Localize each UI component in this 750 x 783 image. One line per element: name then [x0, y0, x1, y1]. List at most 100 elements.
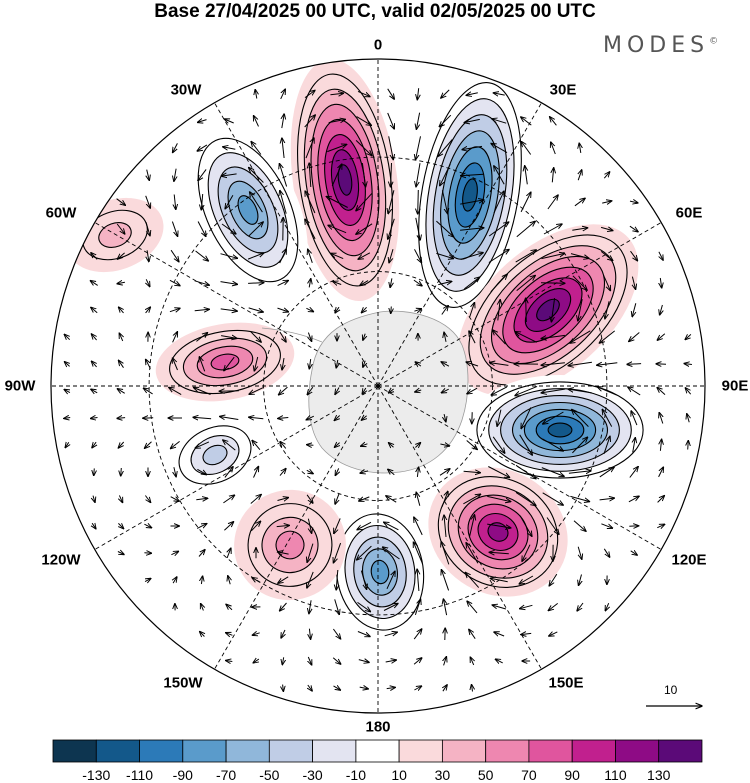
wind-vector	[64, 334, 71, 341]
wind-vector	[145, 441, 152, 449]
wind-vector	[308, 656, 311, 665]
wind-vector	[568, 389, 592, 394]
wind-vector	[492, 436, 505, 453]
colorbar-swatch	[312, 739, 357, 763]
wind-vector	[199, 357, 206, 372]
wind-vector	[601, 523, 612, 528]
wind-vector	[413, 658, 422, 665]
wind-vector	[277, 498, 289, 501]
wind-vector	[463, 277, 479, 290]
wind-vector	[541, 467, 564, 477]
wind-vector	[660, 277, 661, 288]
wind-vector	[224, 119, 234, 123]
wind-vector	[306, 416, 315, 420]
wind-vector	[599, 330, 616, 343]
wind-vector	[201, 193, 202, 210]
wind-vector	[360, 471, 369, 473]
wind-vector	[414, 599, 420, 616]
wind-vector	[336, 569, 338, 590]
wind-vector	[657, 496, 665, 503]
wind-vector	[305, 191, 316, 214]
wind-vector	[441, 542, 450, 565]
wind-vector	[495, 659, 503, 663]
wind-vector	[600, 227, 613, 230]
wind-vector	[146, 279, 150, 286]
wind-vector	[146, 359, 151, 369]
wind-vector	[444, 515, 446, 538]
wind-vector	[280, 602, 287, 611]
wind-vector	[605, 301, 610, 319]
wind-vector	[331, 253, 344, 260]
wind-vector	[250, 331, 261, 342]
wind-vector	[550, 117, 557, 126]
wind-vector	[466, 362, 479, 367]
colorbar-tick-label: -70	[215, 767, 237, 783]
longitude-label: 150W	[163, 674, 203, 692]
wind-vector	[388, 190, 395, 213]
wind-vector	[309, 600, 311, 613]
wind-vector	[494, 166, 505, 185]
wind-vector	[173, 358, 178, 371]
wind-vector	[197, 144, 208, 151]
wind-vector	[687, 414, 689, 423]
wind-vector	[466, 543, 479, 564]
wind-vector	[198, 169, 207, 180]
wind-vector	[685, 334, 692, 339]
wind-vector	[497, 409, 502, 427]
wind-vector	[541, 363, 565, 365]
wind-vector	[414, 309, 421, 311]
wind-vector	[198, 120, 207, 123]
wind-vector	[332, 628, 340, 639]
wind-vector	[359, 496, 370, 501]
wind-vector	[170, 441, 180, 448]
colorbar-tick-label: 130	[647, 767, 671, 783]
anomaly-pos-145w	[234, 489, 346, 601]
wind-vector	[309, 163, 311, 188]
wind-vector	[466, 440, 478, 450]
wind-vector	[441, 190, 447, 213]
wind-vector	[193, 417, 212, 418]
wind-vector	[516, 221, 535, 238]
wind-vector	[144, 495, 150, 503]
wind-vector	[599, 498, 615, 500]
wind-vector	[488, 222, 509, 237]
wind-vector	[305, 219, 316, 240]
wind-vector	[220, 253, 238, 259]
wind-vector	[685, 388, 692, 395]
wind-vector	[579, 574, 582, 586]
wind-vector	[65, 442, 69, 447]
wind-vector	[633, 438, 636, 453]
wind-vector	[145, 222, 150, 236]
wind-vector	[147, 250, 149, 261]
wind-vector	[357, 545, 372, 560]
anomaly-field	[66, 59, 655, 642]
wind-vector	[460, 253, 483, 260]
wind-vector	[391, 306, 392, 314]
wind-vector	[328, 225, 347, 234]
wind-vector	[277, 280, 289, 287]
wind-vector	[578, 546, 582, 560]
wind-vector	[283, 684, 284, 692]
longitude-label: 120E	[671, 551, 707, 569]
longitude-label: 180	[365, 718, 391, 736]
colorbar-tick-label: 10	[391, 767, 407, 783]
wind-vector	[418, 189, 419, 214]
wind-vector	[515, 385, 538, 395]
wind-vector	[572, 409, 589, 427]
wind-vector	[307, 571, 314, 588]
wind-vector	[333, 282, 342, 285]
wind-vector	[225, 194, 234, 209]
longitude-label: 120W	[41, 551, 81, 569]
wind-vector	[438, 139, 453, 157]
wind-vector	[441, 362, 450, 366]
wind-vector	[490, 578, 508, 583]
wind-vector	[361, 416, 366, 420]
wind-vector	[413, 279, 422, 286]
wind-vector	[520, 605, 533, 608]
wind-vector	[276, 525, 290, 526]
wind-vector	[308, 332, 311, 342]
wind-vector	[461, 174, 484, 175]
colorbar-swatch	[528, 739, 573, 763]
wind-vector	[574, 198, 585, 207]
wind-vector	[627, 364, 642, 365]
